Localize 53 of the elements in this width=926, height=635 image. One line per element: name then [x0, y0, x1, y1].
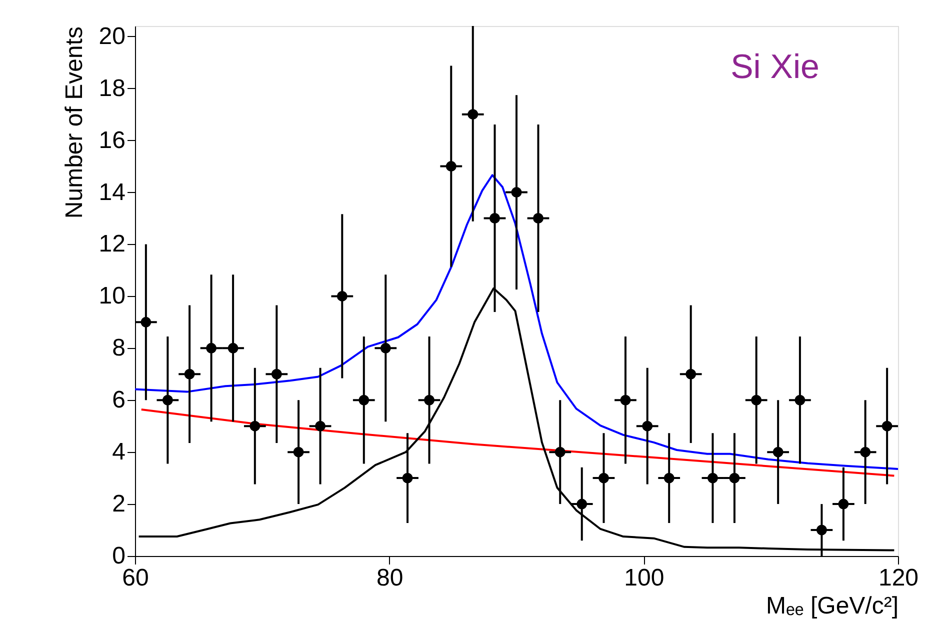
point: [751, 394, 762, 406]
x-tick-label: 80: [376, 564, 404, 592]
point: [358, 394, 370, 406]
point: [642, 420, 653, 432]
point: [816, 524, 827, 536]
point: [882, 420, 892, 432]
point: [554, 446, 566, 458]
y-axis-title: Number of Events: [60, 26, 88, 219]
x-axis-title: Mₑₑ [GeV/c²]: [766, 592, 898, 620]
point: [315, 420, 326, 432]
point: [228, 342, 238, 354]
x-tick-label: 100: [624, 564, 664, 592]
point: [620, 394, 631, 406]
y-tick-label: 2: [112, 490, 126, 518]
point: [424, 394, 435, 406]
point: [860, 446, 871, 458]
point: [838, 498, 849, 510]
point: [250, 420, 260, 432]
x-tick-label: 120: [878, 564, 919, 592]
point: [293, 446, 304, 458]
point: [707, 472, 718, 484]
point: [598, 472, 609, 484]
point: [576, 498, 588, 510]
point: [446, 161, 456, 172]
y-tick-label: 4: [112, 438, 126, 466]
y-tick-label: 14: [98, 178, 126, 206]
y-tick-label: 18: [98, 74, 126, 102]
y-tick-label: 10: [98, 282, 126, 310]
y-tick-label: 8: [112, 334, 126, 362]
point: [140, 316, 152, 328]
point: [772, 446, 784, 458]
point: [468, 109, 478, 120]
y-tick-label: 16: [98, 126, 126, 154]
y-tick-label: 20: [98, 22, 126, 50]
point: [686, 368, 696, 380]
point: [162, 394, 173, 406]
point: [402, 472, 413, 484]
point: [271, 368, 282, 380]
point: [336, 290, 348, 302]
annotation: Si Xie: [730, 48, 820, 86]
y-tick-label: 12: [98, 230, 126, 258]
point: [533, 213, 544, 224]
point: [511, 187, 522, 198]
y-tick-label: 6: [112, 386, 126, 414]
point: [729, 472, 740, 484]
point: [490, 213, 500, 224]
point: [206, 342, 217, 354]
point: [184, 368, 195, 380]
point: [664, 472, 674, 484]
line-series: [135, 174, 898, 470]
line-series: [140, 408, 896, 477]
point: [794, 394, 806, 406]
point: [380, 342, 391, 354]
